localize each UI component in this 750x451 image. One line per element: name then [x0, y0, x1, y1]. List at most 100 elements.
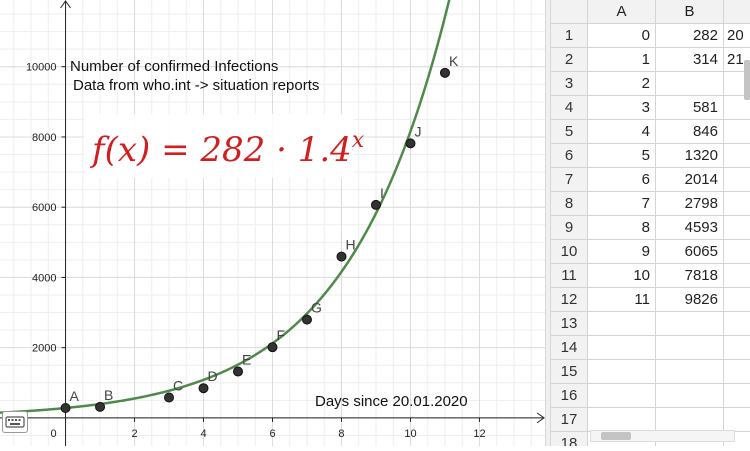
- cell-b[interactable]: 282: [656, 24, 724, 48]
- row-header[interactable]: 9: [551, 216, 588, 240]
- row-header[interactable]: 10: [551, 240, 588, 264]
- cell-b[interactable]: 1320: [656, 144, 724, 168]
- cell-c[interactable]: [724, 288, 750, 312]
- cell-a[interactable]: [588, 312, 656, 336]
- x-axis-annotation: Days since 20.01.2020: [315, 393, 468, 410]
- horizontal-scrollbar[interactable]: [590, 430, 735, 442]
- cell-c[interactable]: [724, 360, 750, 384]
- spreadsheet-view[interactable]: A B 1 0 282 20 2 1 314 21 3 2 4 3 581 5 4 846 6 5 1320 7 6 20…: [551, 0, 750, 446]
- vertical-scrollbar[interactable]: [744, 60, 750, 100]
- cell-a[interactable]: [588, 384, 656, 408]
- x-tick-label: 12: [473, 428, 485, 440]
- cell-c[interactable]: [724, 408, 750, 432]
- corner-cell[interactable]: [551, 0, 588, 24]
- row-header[interactable]: 14: [551, 336, 588, 360]
- cell-a[interactable]: [588, 336, 656, 360]
- cell-b[interactable]: 9826: [656, 288, 724, 312]
- cell-a[interactable]: [588, 360, 656, 384]
- row-header[interactable]: 5: [551, 120, 588, 144]
- spreadsheet-row: 12 11 9826: [551, 288, 750, 312]
- cell-c[interactable]: [724, 120, 750, 144]
- cell-b[interactable]: [656, 408, 724, 432]
- cell-a[interactable]: [588, 408, 656, 432]
- row-header[interactable]: 18: [551, 432, 588, 446]
- cell-b[interactable]: 2014: [656, 168, 724, 192]
- data-point-label: K: [449, 53, 459, 69]
- cell-c[interactable]: [724, 216, 750, 240]
- cell-b[interactable]: 846: [656, 120, 724, 144]
- cell-b[interactable]: 314: [656, 48, 724, 72]
- column-header-a[interactable]: A: [588, 0, 656, 24]
- cell-a[interactable]: 10: [588, 264, 656, 288]
- cell-c[interactable]: [724, 72, 750, 96]
- data-point: [267, 342, 278, 353]
- data-point: [95, 401, 106, 412]
- cell-a[interactable]: 0: [588, 24, 656, 48]
- row-header[interactable]: 3: [551, 72, 588, 96]
- row-header[interactable]: 17: [551, 408, 588, 432]
- cell-a[interactable]: 3: [588, 96, 656, 120]
- cell-c[interactable]: [724, 144, 750, 168]
- cell-c[interactable]: [724, 168, 750, 192]
- cell-c[interactable]: 20: [724, 24, 750, 48]
- cell-b[interactable]: [656, 312, 724, 336]
- row-header[interactable]: 11: [551, 264, 588, 288]
- cell-c[interactable]: [724, 96, 750, 120]
- spreadsheet-row: 5 4 846: [551, 120, 750, 144]
- cell-b[interactable]: 4593: [656, 216, 724, 240]
- row-header[interactable]: 1: [551, 24, 588, 48]
- keyboard-button[interactable]: [2, 411, 28, 433]
- row-header[interactable]: 8: [551, 192, 588, 216]
- cell-c[interactable]: 21: [724, 48, 750, 72]
- cell-a[interactable]: 2: [588, 72, 656, 96]
- cell-b[interactable]: [656, 72, 724, 96]
- cell-b[interactable]: 7818: [656, 264, 724, 288]
- chart-svg[interactable]: 0 2 4 6 8 10 12 2000 4000 6000 8000 10000 A B C D E F G H I J…: [0, 0, 545, 446]
- cell-a[interactable]: 11: [588, 288, 656, 312]
- data-point-label: A: [70, 388, 80, 404]
- cell-b[interactable]: [656, 336, 724, 360]
- graphics-view[interactable]: 0 2 4 6 8 10 12 2000 4000 6000 8000 10000 A B C D E F G H I J…: [0, 0, 545, 446]
- row-header[interactable]: 7: [551, 168, 588, 192]
- data-point: [233, 366, 244, 377]
- spreadsheet-row: 1 0 282 20: [551, 24, 750, 48]
- cell-b[interactable]: 6065: [656, 240, 724, 264]
- x-tick-label: 8: [338, 428, 344, 440]
- row-header[interactable]: 4: [551, 96, 588, 120]
- cell-c[interactable]: [724, 240, 750, 264]
- y-axis-arrow: [60, 0, 71, 9]
- row-header[interactable]: 15: [551, 360, 588, 384]
- cell-a[interactable]: 1: [588, 48, 656, 72]
- panel-divider[interactable]: [545, 0, 551, 446]
- cell-b[interactable]: [656, 360, 724, 384]
- row-header[interactable]: 6: [551, 144, 588, 168]
- cell-a[interactable]: 6: [588, 168, 656, 192]
- row-header[interactable]: 16: [551, 384, 588, 408]
- cell-b[interactable]: 581: [656, 96, 724, 120]
- column-header-c[interactable]: [724, 0, 750, 24]
- horizontal-scrollbar-thumb[interactable]: [601, 432, 631, 440]
- column-header-b[interactable]: B: [656, 0, 724, 24]
- y-tick-label: 6000: [32, 202, 56, 214]
- cell-c[interactable]: [724, 336, 750, 360]
- keyboard-icon: [5, 416, 25, 428]
- row-header[interactable]: 2: [551, 48, 588, 72]
- cell-a[interactable]: 7: [588, 192, 656, 216]
- data-point: [370, 199, 381, 210]
- cell-c[interactable]: [724, 192, 750, 216]
- cell-a[interactable]: 5: [588, 144, 656, 168]
- cell-b[interactable]: 2798: [656, 192, 724, 216]
- cell-a[interactable]: 8: [588, 216, 656, 240]
- cell-c[interactable]: [724, 312, 750, 336]
- row-header[interactable]: 12: [551, 288, 588, 312]
- row-header[interactable]: 13: [551, 312, 588, 336]
- cell-c[interactable]: [724, 384, 750, 408]
- cell-a[interactable]: 4: [588, 120, 656, 144]
- cell-b[interactable]: [656, 384, 724, 408]
- data-point-label: I: [380, 185, 384, 201]
- data-point-label: D: [208, 368, 218, 384]
- x-tick-label: 4: [200, 428, 206, 440]
- cell-c[interactable]: [724, 264, 750, 288]
- cell-a[interactable]: 9: [588, 240, 656, 264]
- spreadsheet-row: 4 3 581: [551, 96, 750, 120]
